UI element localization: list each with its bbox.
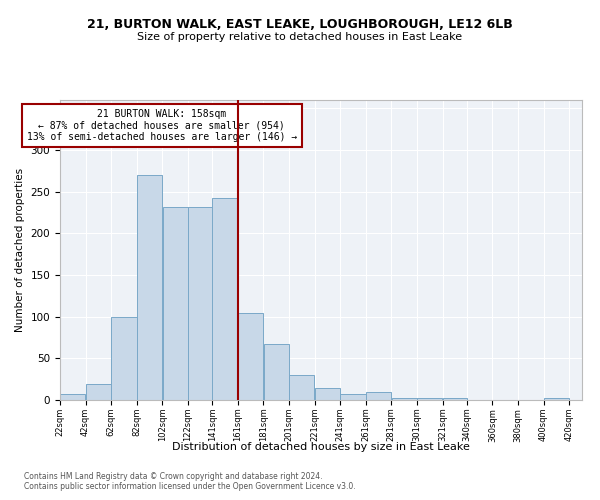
Text: Distribution of detached houses by size in East Leake: Distribution of detached houses by size … <box>172 442 470 452</box>
Bar <box>417 398 442 400</box>
Bar <box>86 384 111 400</box>
Bar <box>238 312 263 400</box>
Bar <box>137 175 162 400</box>
Bar <box>289 375 314 400</box>
Bar <box>263 344 289 400</box>
Bar <box>443 398 467 400</box>
Text: Size of property relative to detached houses in East Leake: Size of property relative to detached ho… <box>137 32 463 42</box>
Bar <box>366 392 391 400</box>
Bar <box>163 206 188 400</box>
Bar <box>544 398 569 400</box>
Bar <box>112 316 137 400</box>
Text: 21 BURTON WALK: 158sqm
← 87% of detached houses are smaller (954)
13% of semi-de: 21 BURTON WALK: 158sqm ← 87% of detached… <box>26 109 297 142</box>
Text: 21, BURTON WALK, EAST LEAKE, LOUGHBOROUGH, LE12 6LB: 21, BURTON WALK, EAST LEAKE, LOUGHBOROUG… <box>87 18 513 30</box>
Bar <box>392 398 417 400</box>
Bar <box>340 394 365 400</box>
Bar <box>315 388 340 400</box>
Text: Contains HM Land Registry data © Crown copyright and database right 2024.: Contains HM Land Registry data © Crown c… <box>24 472 323 481</box>
Bar <box>212 198 238 400</box>
Bar <box>188 206 214 400</box>
Bar <box>60 394 85 400</box>
Text: Contains public sector information licensed under the Open Government Licence v3: Contains public sector information licen… <box>24 482 356 491</box>
Y-axis label: Number of detached properties: Number of detached properties <box>15 168 25 332</box>
